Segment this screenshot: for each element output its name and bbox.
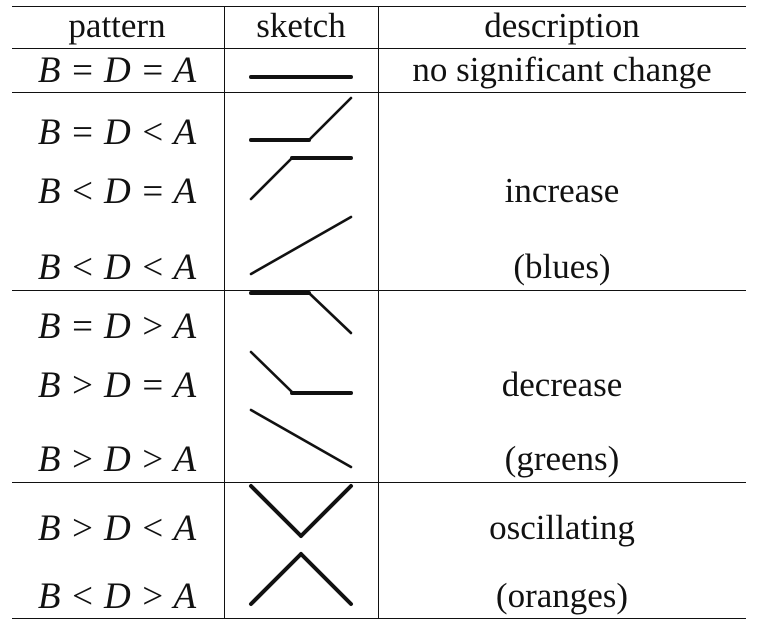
table-bottom-rule — [12, 618, 746, 619]
group-rule-increase — [12, 92, 746, 93]
header-description: description — [484, 6, 640, 45]
pattern-cell: B > D > A — [37, 439, 197, 480]
header-sketch: sketch — [256, 6, 346, 45]
pattern-cell: B > D = A — [37, 365, 197, 406]
sketch-rise-then-flat-line — [249, 156, 353, 201]
table-top-rule — [12, 6, 746, 7]
description-oscillating-color: (oranges) — [495, 576, 629, 615]
description-decrease: decrease — [501, 365, 623, 404]
column-divider-2 — [378, 6, 379, 618]
sketch-flat-then-rise-line — [249, 96, 353, 142]
sketch-valley-line — [249, 484, 353, 538]
description-oscillating: oscillating — [489, 508, 635, 547]
pattern-cell: B < D = A — [37, 171, 197, 212]
pattern-cell: B > D < A — [37, 508, 197, 549]
sketch-steady-rise-line — [249, 215, 353, 276]
description-no-change: no significant change — [412, 50, 712, 89]
pattern-cell: B = D = A — [37, 50, 197, 91]
description-increase: increase — [504, 171, 620, 210]
description-increase-color: (blues) — [513, 247, 611, 286]
sketch-flat-then-fall-line — [249, 291, 353, 335]
group-rule-decrease — [12, 290, 746, 291]
sketch-peak-line — [249, 552, 353, 606]
sketch-steady-fall-line — [249, 408, 353, 469]
header-rule — [12, 48, 746, 49]
pattern-cell: B < D < A — [37, 247, 197, 288]
group-rule-oscillating — [12, 482, 746, 483]
pattern-cell: B < D > A — [37, 576, 197, 617]
header-pattern: pattern — [68, 6, 166, 45]
sketch-fall-then-flat-line — [249, 350, 353, 395]
pattern-cell: B = D > A — [37, 306, 197, 347]
pattern-cell: B = D < A — [37, 112, 197, 153]
description-decrease-color: (greens) — [504, 439, 620, 478]
column-divider-1 — [224, 6, 225, 618]
